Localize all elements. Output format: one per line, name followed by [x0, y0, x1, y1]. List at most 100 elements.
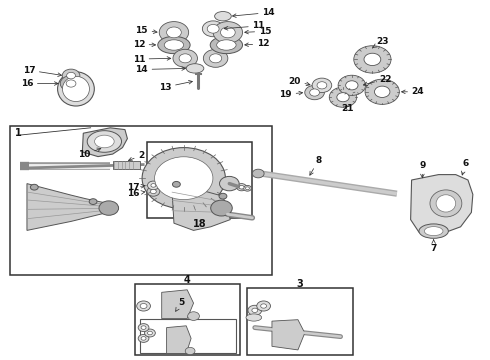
Circle shape: [345, 81, 358, 90]
Text: 15: 15: [245, 27, 271, 36]
Circle shape: [147, 187, 160, 196]
Circle shape: [155, 157, 213, 199]
Circle shape: [310, 89, 319, 96]
Circle shape: [219, 193, 227, 199]
Circle shape: [62, 69, 80, 82]
Circle shape: [140, 303, 147, 309]
Circle shape: [150, 189, 156, 194]
Ellipse shape: [217, 40, 236, 50]
Ellipse shape: [158, 36, 190, 54]
Circle shape: [211, 200, 232, 216]
Text: 23: 23: [373, 37, 389, 48]
Bar: [113, 161, 140, 169]
Text: 12: 12: [132, 40, 155, 49]
Circle shape: [213, 22, 243, 43]
Circle shape: [89, 199, 97, 204]
Circle shape: [138, 324, 149, 332]
Circle shape: [365, 79, 399, 104]
Circle shape: [252, 308, 258, 312]
Circle shape: [147, 181, 159, 190]
Circle shape: [67, 72, 75, 79]
Circle shape: [151, 184, 156, 187]
Text: 10: 10: [78, 148, 101, 159]
Ellipse shape: [58, 72, 94, 106]
Circle shape: [248, 305, 262, 315]
Circle shape: [147, 331, 152, 335]
Text: 17: 17: [23, 66, 61, 76]
Circle shape: [239, 185, 244, 189]
Circle shape: [207, 24, 219, 33]
Bar: [10, 126, 272, 275]
Bar: [135, 284, 240, 355]
Circle shape: [364, 53, 381, 66]
Circle shape: [305, 85, 324, 100]
Circle shape: [60, 76, 82, 91]
Text: 4: 4: [184, 275, 191, 285]
Ellipse shape: [436, 195, 456, 212]
Bar: [147, 142, 252, 218]
Text: 11: 11: [132, 55, 171, 64]
Circle shape: [202, 21, 224, 37]
Circle shape: [337, 93, 349, 102]
Circle shape: [338, 75, 366, 95]
Circle shape: [329, 87, 357, 107]
Bar: [247, 288, 353, 355]
Circle shape: [261, 304, 267, 308]
Circle shape: [237, 184, 246, 191]
Ellipse shape: [186, 64, 204, 73]
Circle shape: [30, 184, 38, 190]
Circle shape: [203, 49, 228, 67]
Ellipse shape: [87, 131, 122, 152]
Text: 15: 15: [135, 26, 157, 35]
Text: 5: 5: [175, 298, 184, 311]
Polygon shape: [27, 184, 108, 230]
Text: 13: 13: [159, 80, 193, 92]
Text: 17: 17: [127, 183, 145, 192]
Circle shape: [244, 185, 251, 191]
Bar: [140, 319, 236, 353]
Circle shape: [138, 334, 149, 342]
Circle shape: [99, 201, 119, 215]
Circle shape: [245, 187, 249, 190]
Circle shape: [142, 148, 225, 209]
Text: 9: 9: [419, 161, 426, 178]
Text: 12: 12: [245, 40, 270, 49]
Text: 2: 2: [128, 151, 145, 161]
Ellipse shape: [430, 190, 462, 217]
Circle shape: [179, 54, 191, 63]
Text: 22: 22: [364, 75, 392, 86]
Polygon shape: [162, 290, 194, 319]
Text: 14: 14: [135, 65, 185, 74]
Circle shape: [220, 27, 235, 38]
Ellipse shape: [95, 135, 114, 148]
Text: 8: 8: [310, 156, 321, 175]
Text: 19: 19: [279, 90, 302, 99]
Polygon shape: [82, 128, 127, 157]
Circle shape: [220, 176, 239, 191]
Ellipse shape: [62, 76, 89, 102]
Polygon shape: [272, 320, 305, 350]
Circle shape: [145, 329, 155, 337]
Text: 14: 14: [233, 8, 275, 17]
Text: 16: 16: [127, 189, 145, 198]
Circle shape: [312, 78, 332, 93]
Text: 20: 20: [289, 77, 310, 86]
Text: 1: 1: [15, 128, 22, 138]
Circle shape: [167, 27, 181, 38]
Circle shape: [185, 347, 195, 355]
Ellipse shape: [424, 227, 443, 236]
Text: 16: 16: [21, 79, 58, 88]
Circle shape: [172, 181, 180, 187]
Text: 6: 6: [462, 159, 468, 175]
Text: 24: 24: [402, 87, 424, 96]
Ellipse shape: [164, 40, 184, 50]
Ellipse shape: [210, 36, 243, 54]
Circle shape: [252, 169, 264, 178]
Circle shape: [317, 82, 327, 89]
Circle shape: [173, 49, 197, 67]
Polygon shape: [172, 182, 230, 230]
Text: 7: 7: [430, 239, 437, 253]
Circle shape: [210, 54, 221, 63]
Circle shape: [159, 22, 189, 43]
Text: 21: 21: [342, 104, 354, 113]
